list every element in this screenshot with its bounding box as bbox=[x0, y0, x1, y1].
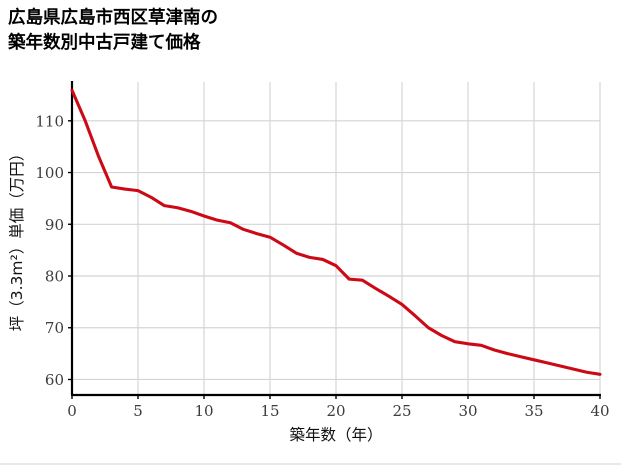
data-line-series-0 bbox=[70, 88, 602, 376]
x-tick-label: 20 bbox=[326, 402, 345, 420]
y-tick-label: 100 bbox=[35, 164, 64, 182]
grid-lines bbox=[72, 82, 601, 395]
x-axis-title: 築年数（年） bbox=[289, 426, 382, 444]
chart-title-line-2: 築年数別中古戸建て価格 bbox=[8, 32, 201, 53]
y-axis-tick-labels: 60 70 80 90 100 110 bbox=[35, 112, 64, 389]
x-tick-label: 40 bbox=[590, 402, 609, 420]
x-tick-label: 5 bbox=[133, 402, 143, 420]
x-tick-label: 15 bbox=[260, 402, 279, 420]
y-axis-title: 坪（3.3m²）単価（万円） bbox=[8, 146, 26, 331]
chart-title-line-1: 広島県広島市西区草津南の bbox=[8, 8, 218, 28]
chart-title: 広島県広島市西区草津南の 築年数別中古戸建て価格 bbox=[8, 6, 608, 56]
x-tick-label: 35 bbox=[524, 402, 543, 420]
y-tick-label: 70 bbox=[45, 319, 64, 337]
y-tick-label: 60 bbox=[45, 371, 64, 389]
y-tick-label: 110 bbox=[35, 112, 64, 130]
x-axis-tick-labels: 0 5 10 15 20 25 30 35 40 bbox=[67, 402, 609, 420]
x-tick-label: 0 bbox=[67, 402, 77, 420]
x-tick-label: 10 bbox=[194, 402, 213, 420]
figure-bottom-border bbox=[0, 463, 621, 465]
x-tick-label: 30 bbox=[458, 402, 477, 420]
y-tick-label: 80 bbox=[45, 268, 64, 286]
y-tick-label: 90 bbox=[45, 216, 64, 234]
x-tick-label: 25 bbox=[392, 402, 411, 420]
